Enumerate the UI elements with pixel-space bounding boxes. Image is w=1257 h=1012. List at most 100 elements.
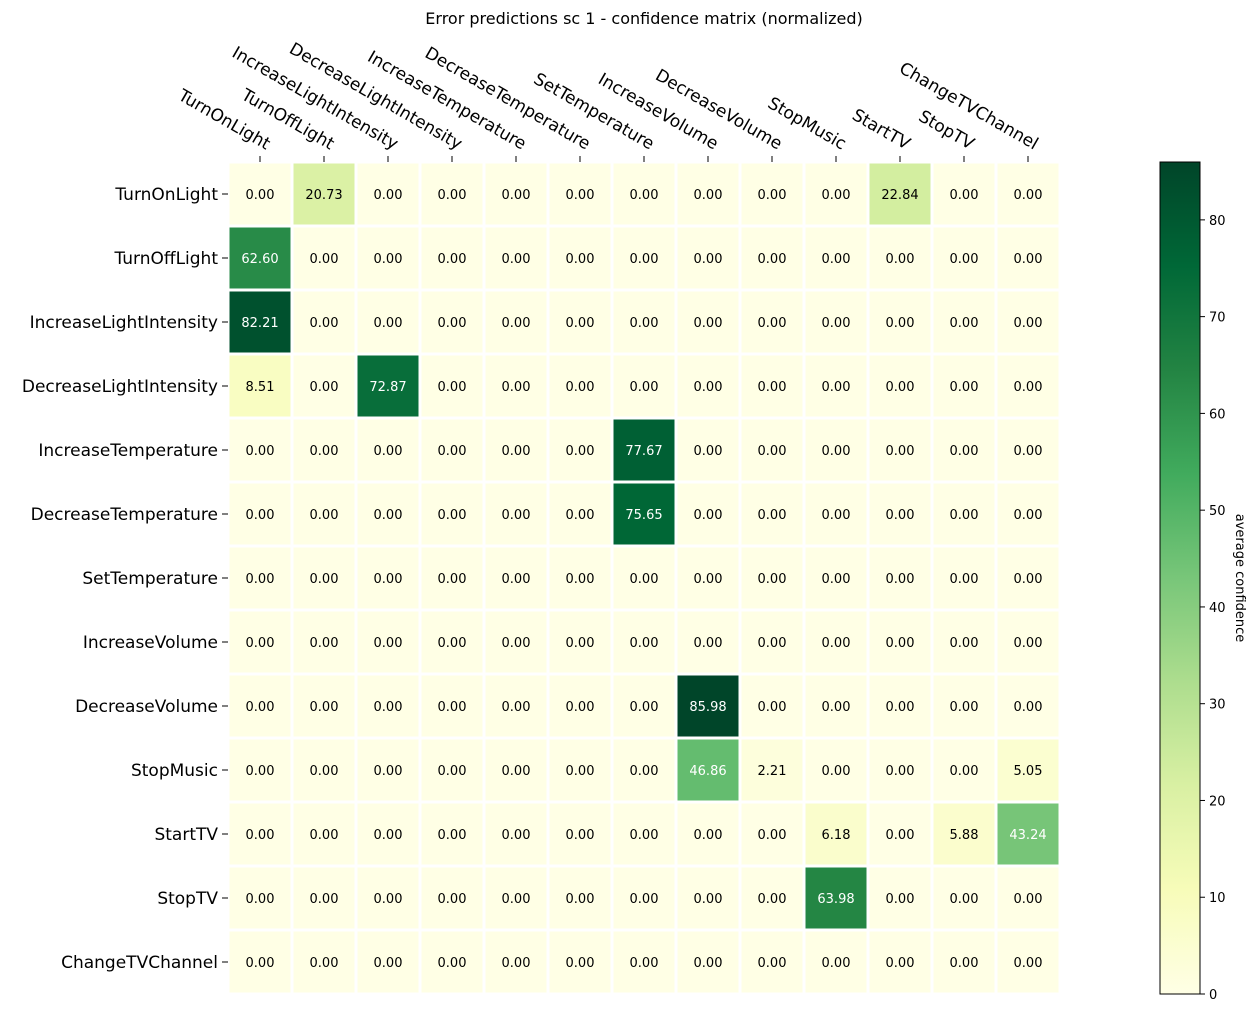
colorbar-label: average confidence — [1232, 514, 1247, 643]
cell-value-label: 0.00 — [886, 380, 915, 395]
cell-value-label: 20.73 — [305, 188, 342, 203]
cell-value-label: 0.00 — [630, 316, 659, 331]
cell-value-label: 0.00 — [950, 444, 979, 459]
cell-value-label: 0.00 — [758, 188, 787, 203]
cell-value-label: 0.00 — [438, 316, 467, 331]
cell-value-label: 0.00 — [758, 956, 787, 971]
cell-value-label: 0.00 — [438, 444, 467, 459]
cell-value-label: 0.00 — [822, 380, 851, 395]
cell-value-label: 0.00 — [502, 892, 531, 907]
cell-value-label: 0.00 — [246, 572, 275, 587]
heatmap-cell — [610, 224, 678, 292]
cell-value-label: 0.00 — [566, 380, 595, 395]
cell-value-label: 0.00 — [566, 828, 595, 843]
heatmap-cell — [482, 736, 550, 804]
cell-value-label: 0.00 — [566, 508, 595, 523]
cell-value-label: 0.00 — [950, 316, 979, 331]
cell-value-label: 0.00 — [886, 508, 915, 523]
cell-value-label: 85.98 — [689, 700, 726, 715]
cell-value-label: 0.00 — [374, 700, 403, 715]
heatmap-cell — [290, 480, 358, 548]
heatmap-cell — [610, 480, 678, 548]
cell-value-label: 0.00 — [310, 316, 339, 331]
colorbar-gradient — [1159, 161, 1201, 995]
cell-value-label: 0.00 — [438, 252, 467, 267]
heatmap-cell — [930, 736, 998, 804]
cell-value-label: 0.00 — [886, 444, 915, 459]
cell-value-label: 0.00 — [630, 252, 659, 267]
cell-value-label: 0.00 — [502, 636, 531, 651]
heatmap-cells: 0.00 20.73 0.00 0.00 0.00 0.00 0.00 0.00 0.00 0.0… — [226, 160, 1062, 996]
cell-value-label: 0.00 — [886, 892, 915, 907]
heatmap-cell — [418, 928, 486, 996]
heatmap-cell — [418, 416, 486, 484]
cell-value-label: 0.00 — [822, 572, 851, 587]
colorbar: 0 10 20 30 40 50 60 70 80 average confidence — [1159, 161, 1247, 1003]
cell-value-label: 0.00 — [310, 828, 339, 843]
cell-value-label: 77.67 — [625, 444, 662, 459]
cell-value-label: 0.00 — [310, 700, 339, 715]
heatmap-cell — [994, 800, 1062, 868]
cell-value-label: 0.00 — [1014, 572, 1043, 587]
cell-value-label: 0.00 — [438, 828, 467, 843]
cell-value-label: 0.00 — [374, 444, 403, 459]
heatmap-cell — [994, 608, 1062, 676]
cell-value-label: 0.00 — [950, 956, 979, 971]
cell-value-label: 0.00 — [694, 252, 723, 267]
cell-value-label: 0.00 — [310, 508, 339, 523]
cell-value-label: 0.00 — [374, 316, 403, 331]
cell-value-label: 0.00 — [502, 316, 531, 331]
cell-value-label: 0.00 — [438, 508, 467, 523]
heatmap-cell — [866, 352, 934, 420]
cell-value-label: 0.00 — [246, 444, 275, 459]
cell-value-label: 0.00 — [374, 828, 403, 843]
cell-value-label: 0.00 — [758, 572, 787, 587]
cell-value-label: 0.00 — [502, 700, 531, 715]
heatmap-cell — [610, 352, 678, 420]
heatmap-cell — [674, 480, 742, 548]
heatmap-cell — [674, 160, 742, 228]
cell-value-label: 0.00 — [310, 572, 339, 587]
heatmap-cell — [930, 160, 998, 228]
row-label-decrease-light-intensity: DecreaseLightIntensity — [22, 377, 218, 397]
cell-value-label: 0.00 — [950, 636, 979, 651]
colorbar-tick-label: 10 — [1209, 891, 1226, 906]
heatmap-cell — [610, 416, 678, 484]
cell-value-label: 0.00 — [310, 636, 339, 651]
cell-value-label: 0.00 — [502, 444, 531, 459]
cell-value-label: 0.00 — [438, 572, 467, 587]
heatmap-cell — [994, 928, 1062, 996]
cell-value-label: 0.00 — [950, 892, 979, 907]
heatmap-cell — [482, 608, 550, 676]
cell-value-label: 0.00 — [630, 956, 659, 971]
cell-value-label: 0.00 — [1014, 252, 1043, 267]
cell-value-label: 0.00 — [950, 572, 979, 587]
cell-value-label: 0.00 — [822, 444, 851, 459]
cell-value-label: 0.00 — [822, 188, 851, 203]
row-label-stop-music: StopMusic — [131, 761, 218, 781]
cell-value-label: 0.00 — [694, 572, 723, 587]
cell-value-label: 0.00 — [438, 764, 467, 779]
cell-value-label: 0.00 — [886, 252, 915, 267]
cell-value-label: 0.00 — [758, 252, 787, 267]
heatmap-cell — [866, 736, 934, 804]
row-label-decrease-temperature: DecreaseTemperature — [31, 505, 218, 525]
cell-value-label: 0.00 — [1014, 700, 1043, 715]
heatmap-cell — [482, 288, 550, 356]
colorbar-tick-label: 20 — [1209, 794, 1226, 809]
heatmap-cell — [546, 864, 614, 932]
cell-value-label: 0.00 — [886, 316, 915, 331]
heatmap-cell — [930, 928, 998, 996]
heatmap-cell — [418, 864, 486, 932]
cell-value-label: 0.00 — [758, 444, 787, 459]
cell-value-label: 0.00 — [758, 828, 787, 843]
heatmap-cell — [674, 928, 742, 996]
cell-value-label: 0.00 — [630, 380, 659, 395]
heatmap-cell — [290, 800, 358, 868]
colorbar-tick-label: 60 — [1209, 407, 1226, 422]
cell-value-label: 0.00 — [694, 636, 723, 651]
cell-value-label: 0.00 — [502, 380, 531, 395]
cell-value-label: 0.00 — [374, 252, 403, 267]
cell-value-label: 0.00 — [950, 252, 979, 267]
